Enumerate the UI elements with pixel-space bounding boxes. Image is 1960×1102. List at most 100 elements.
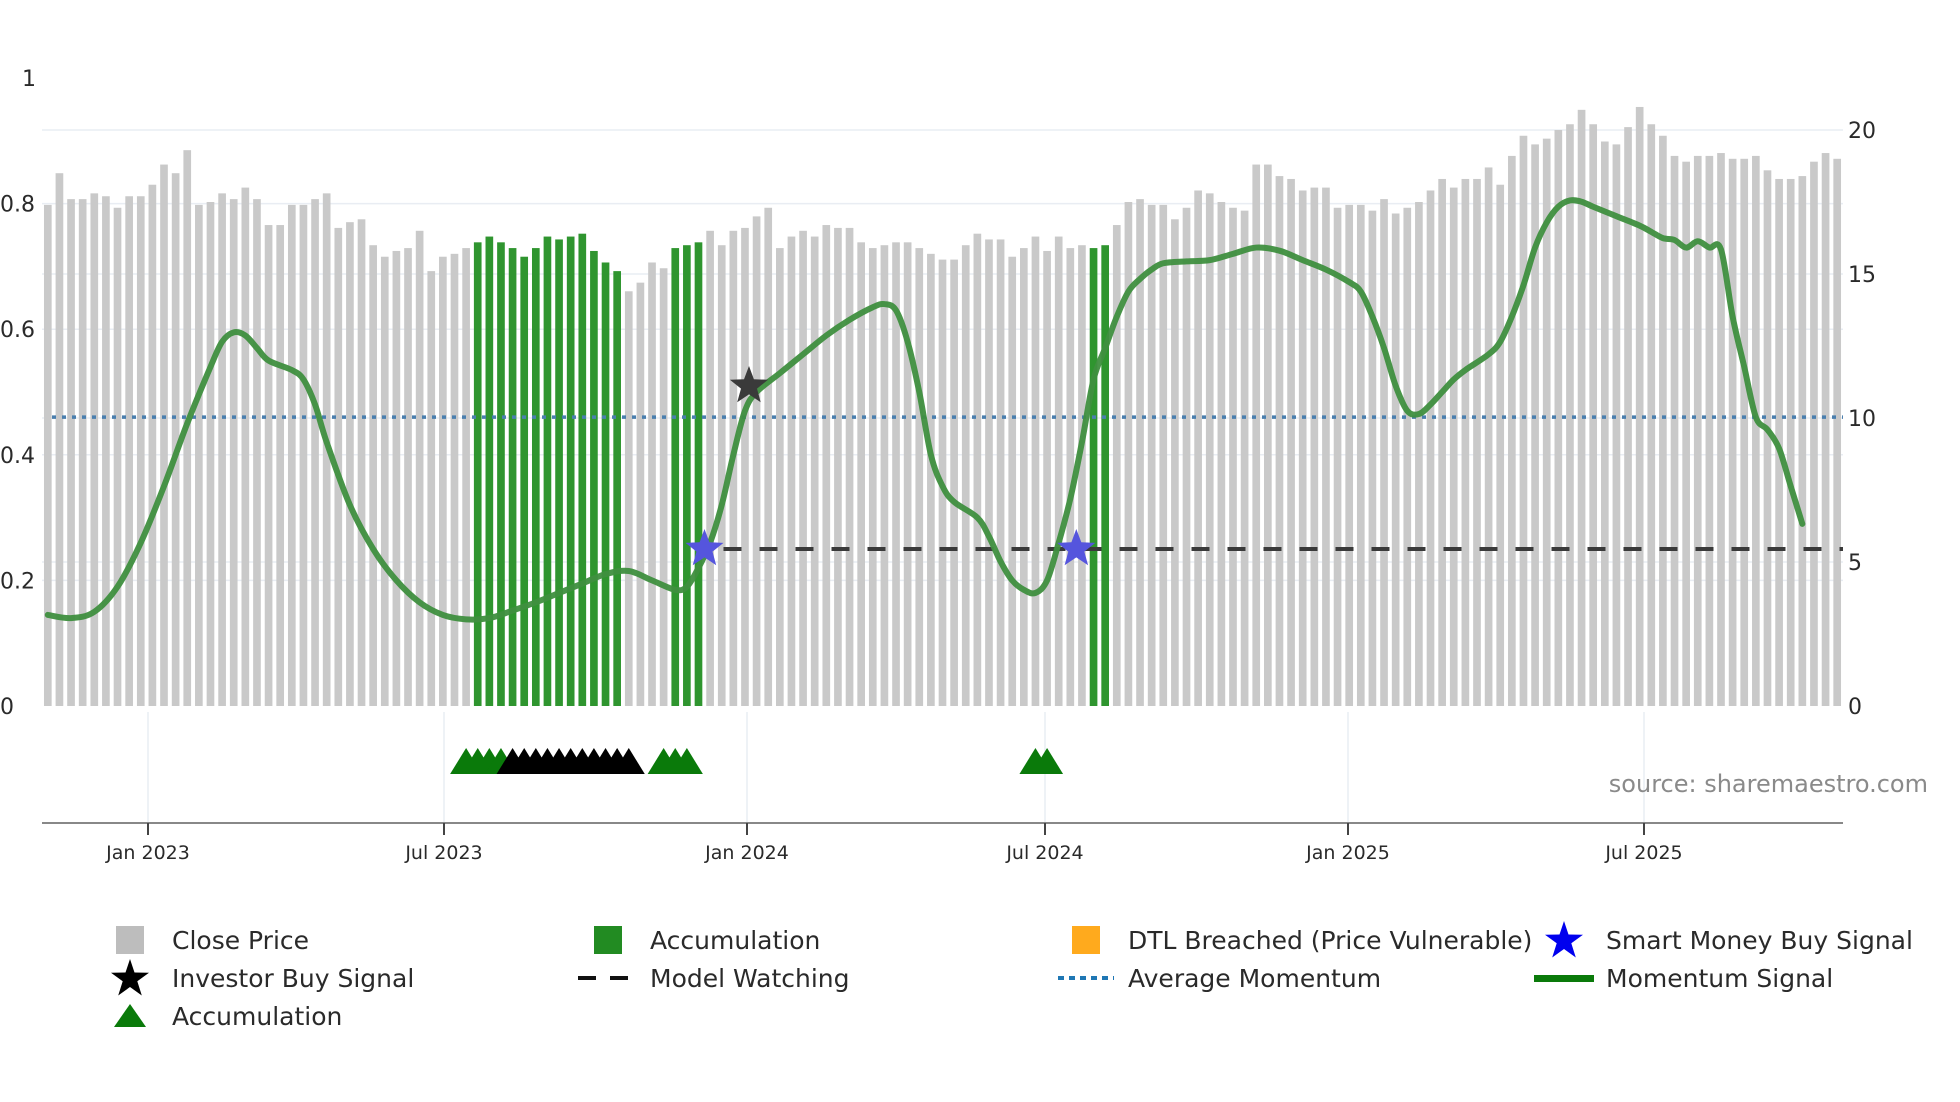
close-price-bar [1647, 124, 1656, 707]
close-price-bar [1763, 170, 1772, 706]
accumulation-bar [694, 242, 703, 706]
accumulation-triangle-icon [612, 748, 645, 774]
accumulation-bar [543, 236, 552, 706]
legend-accumulation-bar[interactable]: Accumulation [578, 922, 820, 958]
close-price-bar [985, 239, 993, 706]
close-price-bar [1728, 158, 1737, 707]
close-price-bar [1496, 184, 1505, 707]
close-price-bar [1798, 176, 1807, 706]
close-price-bar [892, 242, 900, 706]
close-price-bar [450, 253, 459, 706]
accumulation-bar [566, 236, 575, 706]
close-price-bar [1612, 144, 1621, 706]
close-price-bar [775, 248, 784, 706]
close-price-bar [1194, 190, 1202, 707]
legend-smart-money[interactable]: Smart Money Buy Signal [1534, 921, 1913, 958]
close-price-bar [1717, 153, 1725, 707]
accumulation-bar [497, 242, 505, 706]
legend-label: Momentum Signal [1606, 963, 1834, 993]
close-price-bar [1043, 250, 1051, 706]
x-axis-tick-label: Jan 2024 [704, 842, 789, 864]
close-price-bar [392, 250, 401, 706]
close-price-bar [1554, 130, 1563, 706]
close-price-bar [1752, 155, 1760, 707]
close-price-bar [1659, 135, 1667, 706]
legend-model-watching[interactable]: Model Watching [578, 960, 850, 996]
close-price-bar [648, 262, 656, 706]
legend-dtl-breached[interactable]: DTL Breached (Price Vulnerable) [1056, 922, 1532, 958]
close-price-bar [404, 248, 412, 706]
close-price-bar [868, 248, 877, 706]
smart-money-star-icon [1057, 529, 1096, 566]
accumulation-triangle-icon [1031, 748, 1064, 774]
accumulation-bar [473, 242, 482, 706]
gray-square-icon [116, 926, 144, 954]
close-price-bar [996, 239, 1005, 706]
close-price-bar [1159, 204, 1168, 706]
close-price-bar [659, 268, 668, 706]
close-price-bar [880, 245, 889, 706]
close-price-bar [1264, 164, 1272, 706]
green-square-icon [594, 926, 622, 954]
right-axis-tick-label: 20 [1848, 119, 1876, 144]
close-price-bar [1508, 155, 1516, 707]
close-price-bar [67, 199, 75, 706]
close-price-bar [1391, 213, 1400, 706]
close-price-bar [1310, 187, 1319, 707]
close-price-bar [1252, 164, 1261, 706]
close-price-bar [276, 225, 285, 707]
close-price-bar [1171, 219, 1179, 706]
close-price-bar [799, 230, 807, 707]
legend-average-momentum[interactable]: Average Momentum [1056, 960, 1381, 996]
left-axis-tick-label: 0.8 [0, 193, 35, 218]
close-price-bar [1693, 155, 1702, 707]
close-price-bar [903, 242, 912, 706]
left-axis-tick-label: 0.6 [0, 318, 35, 343]
legend-investor-buy[interactable]: Investor Buy Signal [100, 959, 415, 996]
close-price-bar [1078, 245, 1086, 706]
buy-signal-markers [685, 366, 1096, 566]
legend-accumulation-marker[interactable]: Accumulation [100, 998, 342, 1034]
close-price-bar [1112, 225, 1121, 707]
green-triangle-icon [114, 1004, 146, 1027]
close-price-bar [287, 204, 296, 706]
close-price-bar [1705, 155, 1714, 707]
x-axis-tick-label: Jan 2023 [105, 842, 190, 864]
close-price-bar [1147, 204, 1156, 706]
close-price-bar [427, 271, 436, 706]
close-price-bar [171, 173, 180, 706]
left-axis: 1 0.8 0.6 0.4 0.2 0 [0, 67, 36, 720]
right-axis: 20 15 10 5 0 [1848, 119, 1876, 720]
close-price-bar [1449, 187, 1458, 707]
x-axis: Jan 2023 Jul 2023 Jan 2024 Jul 2024 Jan 2025… [42, 822, 1843, 864]
close-price-bar [752, 216, 761, 706]
close-price-bar [717, 245, 726, 706]
close-price-bar [973, 233, 982, 706]
close-price-bar [1031, 236, 1040, 706]
accumulation-bar [508, 248, 517, 706]
close-price-bar [1821, 153, 1830, 707]
close-price-bar [148, 184, 157, 707]
legend-momentum-signal[interactable]: Momentum Signal [1534, 960, 1833, 996]
left-axis-tick-label: 0.4 [0, 444, 35, 469]
legend-label: DTL Breached (Price Vulnerable) [1128, 925, 1533, 955]
close-price-bar [729, 230, 738, 707]
close-price-bar [950, 259, 958, 706]
close-price-bar [380, 256, 389, 706]
left-axis-tick-label: 1 [22, 67, 36, 92]
close-price-bar [1124, 202, 1133, 706]
dashed-line-icon [578, 976, 638, 980]
close-price-bar [195, 204, 203, 706]
close-price-bar [1136, 199, 1144, 706]
close-price-bar [1600, 141, 1609, 706]
close-price-bar [961, 245, 970, 706]
legend-close-price[interactable]: Close Price [100, 922, 309, 958]
legend-label: Investor Buy Signal [172, 963, 415, 993]
close-price-bar [1670, 155, 1679, 707]
close-price-bar [439, 256, 447, 706]
left-axis-tick-label: 0 [0, 695, 14, 720]
close-price-bar [136, 196, 145, 707]
close-price-bar [1810, 161, 1818, 706]
close-price-bar [90, 193, 99, 707]
